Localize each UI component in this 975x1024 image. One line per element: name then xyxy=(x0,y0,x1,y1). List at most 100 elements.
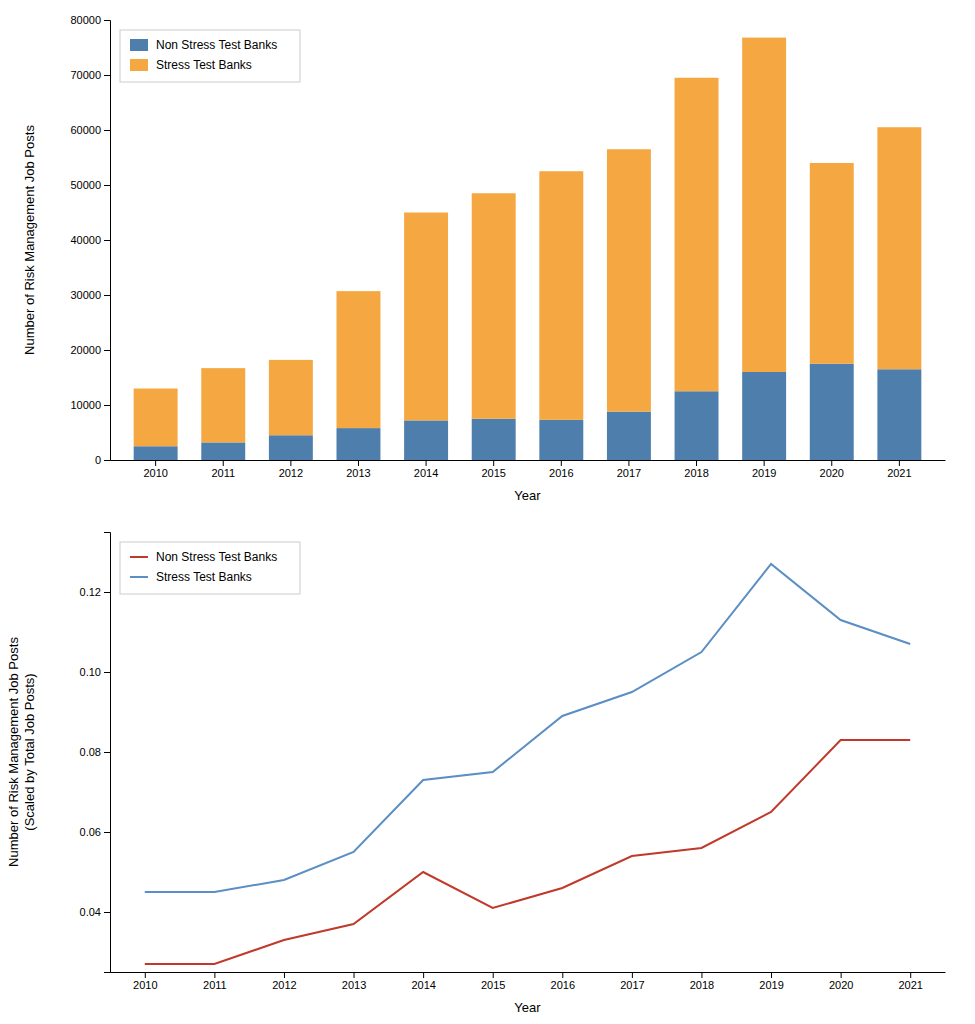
bar-series xyxy=(134,364,922,460)
y-tick-label: 70000 xyxy=(70,69,101,81)
y-tick-mark xyxy=(104,350,110,351)
legend-label: Stress Test Banks xyxy=(156,58,252,72)
bar-series xyxy=(134,38,922,447)
bar xyxy=(539,171,583,420)
bar xyxy=(539,420,583,460)
legend-label: Non Stress Test Banks xyxy=(156,550,277,564)
x-tick-label: 2010 xyxy=(133,979,157,991)
x-tick-mark xyxy=(423,972,424,978)
x-tick-mark xyxy=(628,460,629,466)
legend-entry: Non Stress Test Banks xyxy=(130,550,277,564)
x-tick-mark xyxy=(561,460,562,466)
x-tick-label: 2019 xyxy=(752,467,776,479)
y-tick: 60000 xyxy=(70,124,110,136)
y-tick: 20000 xyxy=(70,344,110,356)
bar xyxy=(810,163,854,364)
bar xyxy=(336,428,380,460)
legend-entry: Non Stress Test Banks xyxy=(130,38,277,52)
bar xyxy=(134,446,178,460)
y-tick: 80000 xyxy=(70,14,110,26)
y-tick-mark xyxy=(104,185,110,186)
bar xyxy=(607,149,651,411)
y-tick-label: 30000 xyxy=(70,289,101,301)
x-tick-mark xyxy=(701,972,702,978)
x-tick-label: 2012 xyxy=(279,467,303,479)
legend-swatch xyxy=(130,39,148,51)
x-tick-mark xyxy=(145,972,146,978)
x-tick: 2011 xyxy=(203,972,227,991)
bar xyxy=(877,127,921,369)
y-tick: 30000 xyxy=(70,289,110,301)
x-tick-mark xyxy=(632,972,633,978)
y-tick: 0.10 xyxy=(80,666,110,678)
y-tick: 0 xyxy=(95,454,110,466)
line xyxy=(145,740,910,964)
y-tick-mark xyxy=(104,832,110,833)
x-tick: 2017 xyxy=(617,460,641,479)
x-tick-label: 2018 xyxy=(684,467,708,479)
y-tick: 70000 xyxy=(70,69,110,81)
y-tick-label: 0.06 xyxy=(80,826,101,838)
x-tick-label: 2016 xyxy=(549,467,573,479)
x-tick: 2016 xyxy=(549,460,573,479)
x-tick: 2019 xyxy=(759,972,783,991)
y-tick-mark xyxy=(104,20,110,21)
x-tick: 2014 xyxy=(414,460,438,479)
bar xyxy=(472,419,516,460)
x-tick: 2020 xyxy=(829,972,853,991)
legend-entry: Stress Test Banks xyxy=(130,570,252,584)
x-tick-label: 2018 xyxy=(690,979,714,991)
x-tick: 2015 xyxy=(481,972,505,991)
x-tick-mark xyxy=(841,972,842,978)
y-axis-title: Number of Risk Management Job Posts(Scal… xyxy=(6,637,37,867)
y-axis-line xyxy=(104,533,111,973)
x-tick: 2021 xyxy=(887,460,911,479)
x-tick-label: 2013 xyxy=(342,979,366,991)
y-tick-mark xyxy=(104,405,110,406)
x-axis: 2010201120122013201420152016201720182019… xyxy=(111,972,946,991)
y-axis: 0.040.060.080.100.12 xyxy=(80,533,111,973)
legend-swatch xyxy=(130,59,148,71)
x-axis-line xyxy=(111,972,946,973)
x-tick: 2011 xyxy=(211,460,235,479)
x-tick: 2013 xyxy=(346,460,370,479)
y-tick: 40000 xyxy=(70,234,110,246)
x-tick-label: 2013 xyxy=(346,467,370,479)
legend-background xyxy=(120,30,300,82)
x-tick-label: 2011 xyxy=(203,979,227,991)
bar xyxy=(675,78,719,392)
x-tick-mark xyxy=(899,460,900,466)
x-tick-label: 2012 xyxy=(272,979,296,991)
bar xyxy=(404,213,448,421)
y-tick-mark xyxy=(104,240,110,241)
legend-entry: Stress Test Banks xyxy=(130,58,252,72)
x-tick-mark xyxy=(831,460,832,466)
y-tick-label: 10000 xyxy=(70,399,101,411)
chart-panel: 0 10000 20000 30000 40000 50000 60000 70000 8000… xyxy=(22,14,946,503)
bar xyxy=(877,369,921,460)
x-tick: 2013 xyxy=(342,972,366,991)
x-tick-label: 2011 xyxy=(211,467,235,479)
x-tick: 2021 xyxy=(898,972,922,991)
x-tick: 2020 xyxy=(820,460,844,479)
x-tick-mark xyxy=(696,460,697,466)
y-tick-label: 0 xyxy=(95,454,101,466)
x-tick-label: 2017 xyxy=(617,467,641,479)
y-tick-mark xyxy=(104,130,110,131)
x-tick: 2010 xyxy=(143,460,167,479)
y-tick: 0.08 xyxy=(80,746,110,758)
y-axis-line xyxy=(104,21,111,461)
x-axis-title: Year xyxy=(514,1000,541,1015)
x-tick-label: 2017 xyxy=(620,979,644,991)
x-tick-label: 2019 xyxy=(759,979,783,991)
y-tick: 50000 xyxy=(70,179,110,191)
x-tick-mark xyxy=(764,460,765,466)
legend-swatch xyxy=(130,576,148,578)
legend: Non Stress Test Banks Stress Test Banks xyxy=(120,542,300,594)
y-tick: 0.04 xyxy=(80,906,110,918)
x-tick-mark xyxy=(910,972,911,978)
bar xyxy=(472,193,516,419)
figure: 0 10000 20000 30000 40000 50000 60000 70000 8000… xyxy=(0,0,975,1024)
x-tick: 2012 xyxy=(272,972,296,991)
y-tick-label: 0.08 xyxy=(80,746,101,758)
